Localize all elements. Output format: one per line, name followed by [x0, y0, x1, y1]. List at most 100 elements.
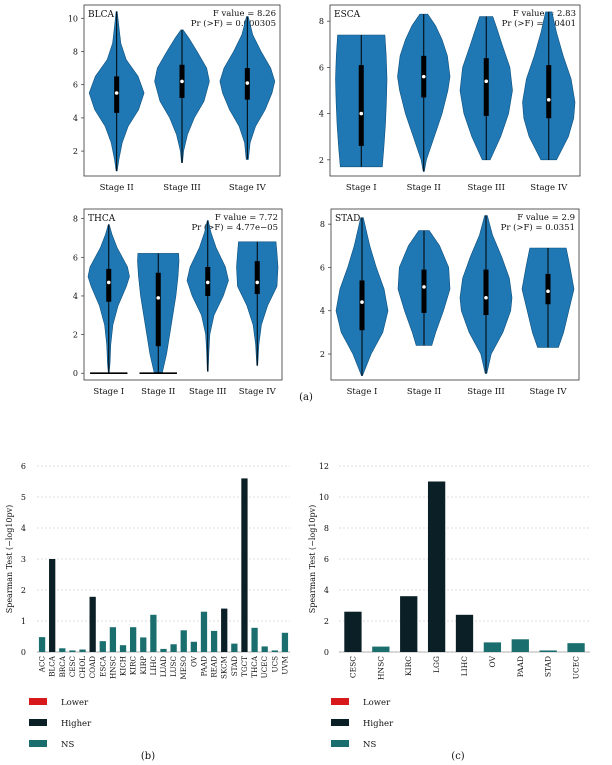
y-tick-label: 8: [73, 47, 78, 56]
x-tick-label: Stage IV: [530, 387, 568, 397]
bar-panel-b: 0 1 2 3 4 5 6 Spearman Test (−log10pv) ACC BLCA BR…: [5, 462, 290, 750]
y-tick-label: 6: [73, 81, 78, 90]
legend-label-higher: Higher: [61, 719, 92, 729]
bar-brca: [59, 648, 66, 652]
iqr-box: [483, 58, 489, 116]
bar-luad: [160, 648, 167, 652]
median-dot: [156, 296, 161, 300]
f-value-label: F value = 8.26: [213, 9, 276, 19]
bar-chol: [79, 649, 86, 652]
y-tick-label: 0: [324, 648, 329, 657]
x-tick-label: Stage II: [407, 387, 441, 397]
panel-title: BLCA: [88, 10, 114, 20]
caption-a: (a): [299, 392, 313, 403]
x-tick-label: KICH: [119, 656, 128, 676]
p-value-label: Pr (>F) = 0.0401: [502, 18, 576, 29]
x-tick-label: Stage I: [93, 387, 124, 397]
median-dot: [180, 79, 184, 84]
x-tick-label: Stage II: [407, 183, 441, 193]
bar-acc: [38, 637, 46, 652]
legend-swatch-lower: [29, 698, 47, 705]
bar-blca: [49, 559, 56, 652]
y-tick-label: 8: [319, 17, 324, 26]
x-tick-label: SKCM: [220, 656, 229, 679]
bar-kirp: [140, 637, 147, 652]
y-tick-label: 4: [324, 586, 329, 595]
legend-label-lower: Lower: [363, 698, 391, 708]
bar-lusc: [170, 644, 177, 652]
x-tick-label: Stage III: [467, 387, 505, 397]
median-dot: [255, 280, 260, 285]
legend-label-lower: Lower: [61, 698, 89, 708]
legend-swatch-higher: [29, 719, 47, 726]
y-tick-label: 4: [21, 524, 26, 533]
x-tick-label: BRCA: [58, 655, 67, 677]
median-dot: [360, 300, 364, 304]
bar-lihc: [455, 614, 474, 652]
bar-hnsc: [109, 627, 117, 652]
p-value-label: Pr (>F) = 4.77e−05: [191, 222, 278, 233]
median-dot: [106, 280, 111, 285]
y-tick-label: 6: [73, 253, 78, 262]
bar-thca: [251, 627, 258, 652]
plot-frame: [83, 208, 283, 381]
iqr-box: [545, 273, 551, 305]
iqr-box: [155, 272, 161, 347]
x-tick-label: Stage IV: [530, 183, 568, 193]
bar-lgg: [427, 481, 446, 652]
y-tick-label: 1: [21, 617, 26, 626]
bar-ucs: [271, 650, 278, 652]
median-dot: [546, 97, 551, 102]
panel-title: ESCA: [334, 10, 361, 20]
x-tick-label: UCS: [270, 656, 279, 673]
y-tick-label: 10: [68, 14, 78, 23]
bar-meso: [180, 630, 187, 652]
y-tick-label: 6: [324, 555, 329, 564]
iqr-box: [106, 268, 112, 302]
bar-kirc: [130, 627, 137, 652]
bar-tgct: [241, 478, 248, 652]
y-tick-label: 2: [21, 586, 26, 595]
x-tick-label: Stage II: [141, 387, 175, 397]
y-tick-label: 6: [21, 462, 26, 471]
bar-esca: [99, 641, 106, 652]
bar-lihc: [150, 614, 157, 652]
y-tick-label: 8: [73, 215, 78, 224]
legend-swatch-ns: [29, 740, 47, 747]
median-dot: [205, 280, 210, 285]
legend-label-ns: NS: [61, 740, 74, 750]
x-tick-label: CHOL: [78, 656, 87, 679]
y-axis-label: Spearman Test (−log10pv): [5, 505, 14, 614]
bar-paad: [511, 639, 529, 652]
legend-swatch-higher: [331, 719, 349, 726]
bar-kirc: [400, 596, 418, 652]
bar-read: [210, 630, 218, 652]
x-tick-label: OV: [189, 655, 198, 667]
y-tick-label: 8: [320, 220, 325, 229]
x-tick-label: UCEC: [260, 656, 269, 679]
median-dot: [359, 111, 364, 116]
x-tick-label: CESC: [348, 656, 357, 678]
legend-label-higher: Higher: [363, 719, 394, 729]
f-value-label: F value = 2.83: [513, 9, 576, 19]
bar-stad: [539, 650, 557, 652]
iqr-box: [359, 280, 365, 331]
legend-label-ns: NS: [363, 740, 376, 750]
y-tick-label: 4: [73, 114, 78, 123]
x-tick-label: UCEC: [572, 656, 581, 680]
iqr-box: [483, 269, 489, 316]
x-tick-label: STAD: [230, 656, 239, 677]
bar-cesc: [69, 650, 76, 652]
bar-uvm: [281, 632, 289, 652]
bar-ucec: [567, 643, 585, 652]
x-tick-label: Stage III: [189, 387, 227, 397]
y-tick-label: 10: [319, 493, 329, 502]
median-dot: [422, 285, 426, 289]
caption-c: (c): [451, 751, 465, 762]
x-tick-label: ESCA: [98, 655, 107, 677]
y-tick-label: 12: [319, 462, 329, 471]
y-tick-label: 3: [21, 555, 26, 564]
y-tick-label: 8: [324, 524, 329, 533]
